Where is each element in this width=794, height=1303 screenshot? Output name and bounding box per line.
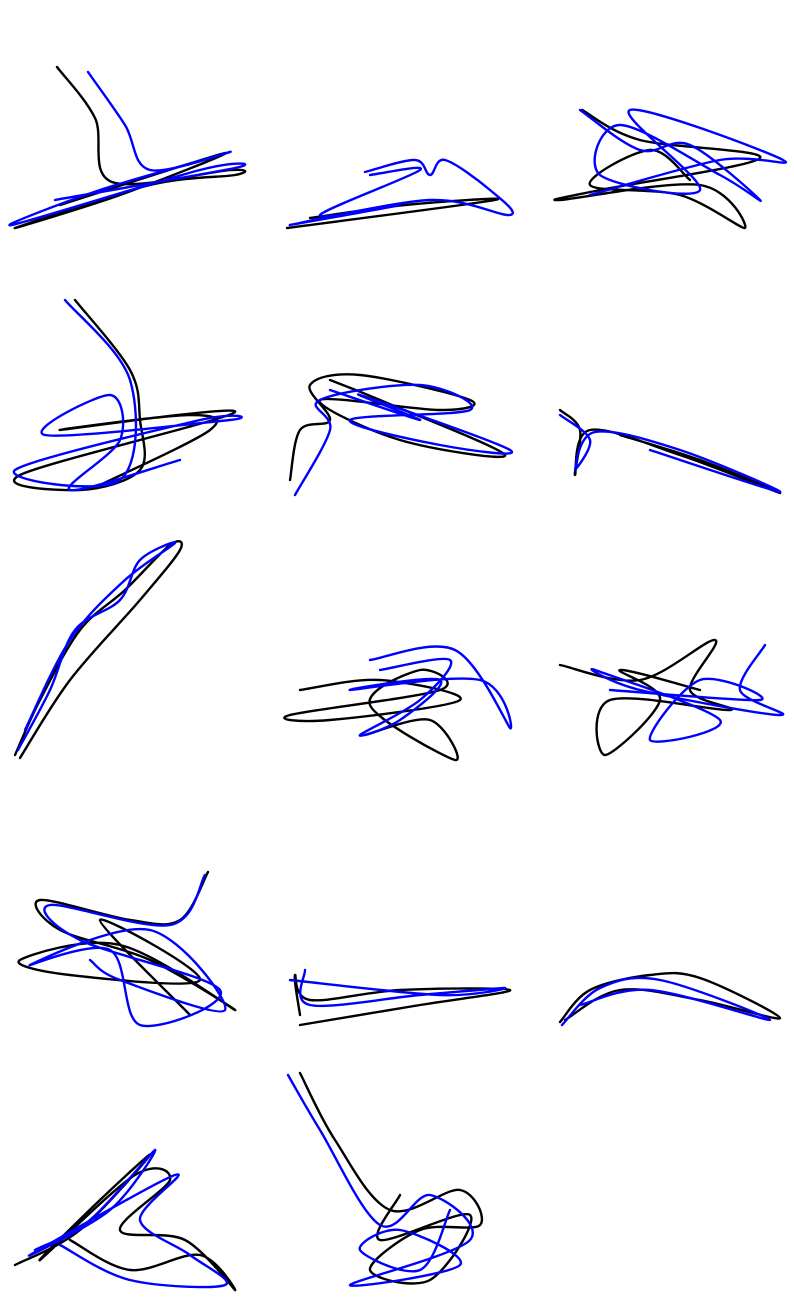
panel [286, 1071, 483, 1287]
panel [13, 1148, 237, 1292]
trajectory [17, 870, 237, 1017]
trajectory [13, 1153, 237, 1292]
trajectory [288, 158, 514, 227]
panel [17, 870, 237, 1028]
trajectory [12, 298, 243, 492]
trajectory [8, 70, 247, 227]
panel [553, 108, 787, 230]
trajectory [16, 541, 177, 752]
trajectory [283, 668, 462, 762]
trajectory [28, 873, 227, 1028]
trajectory [13, 65, 247, 230]
panel [285, 158, 514, 230]
panel [288, 968, 512, 1027]
trajectory [293, 973, 512, 1027]
panel [288, 373, 514, 497]
panel [558, 408, 782, 495]
trajectory [288, 968, 507, 1008]
trajectory [288, 373, 507, 482]
trajectory [286, 1073, 474, 1287]
panel [558, 638, 785, 757]
trajectory [13, 540, 184, 760]
trajectory [558, 971, 782, 1024]
trajectory [27, 1148, 229, 1289]
trajectory [293, 383, 514, 497]
trajectory [12, 298, 237, 492]
trajectory [553, 108, 762, 230]
panel [8, 65, 247, 230]
trajectory [590, 643, 785, 743]
trajectory [298, 1071, 483, 1285]
panel [12, 298, 243, 492]
trajectory [348, 645, 513, 737]
panel [558, 971, 782, 1027]
trajectory [560, 976, 772, 1027]
panel [13, 540, 184, 760]
panel [283, 645, 513, 762]
trajectory [558, 408, 782, 495]
trajectory [578, 108, 787, 203]
trajectory [558, 413, 782, 494]
